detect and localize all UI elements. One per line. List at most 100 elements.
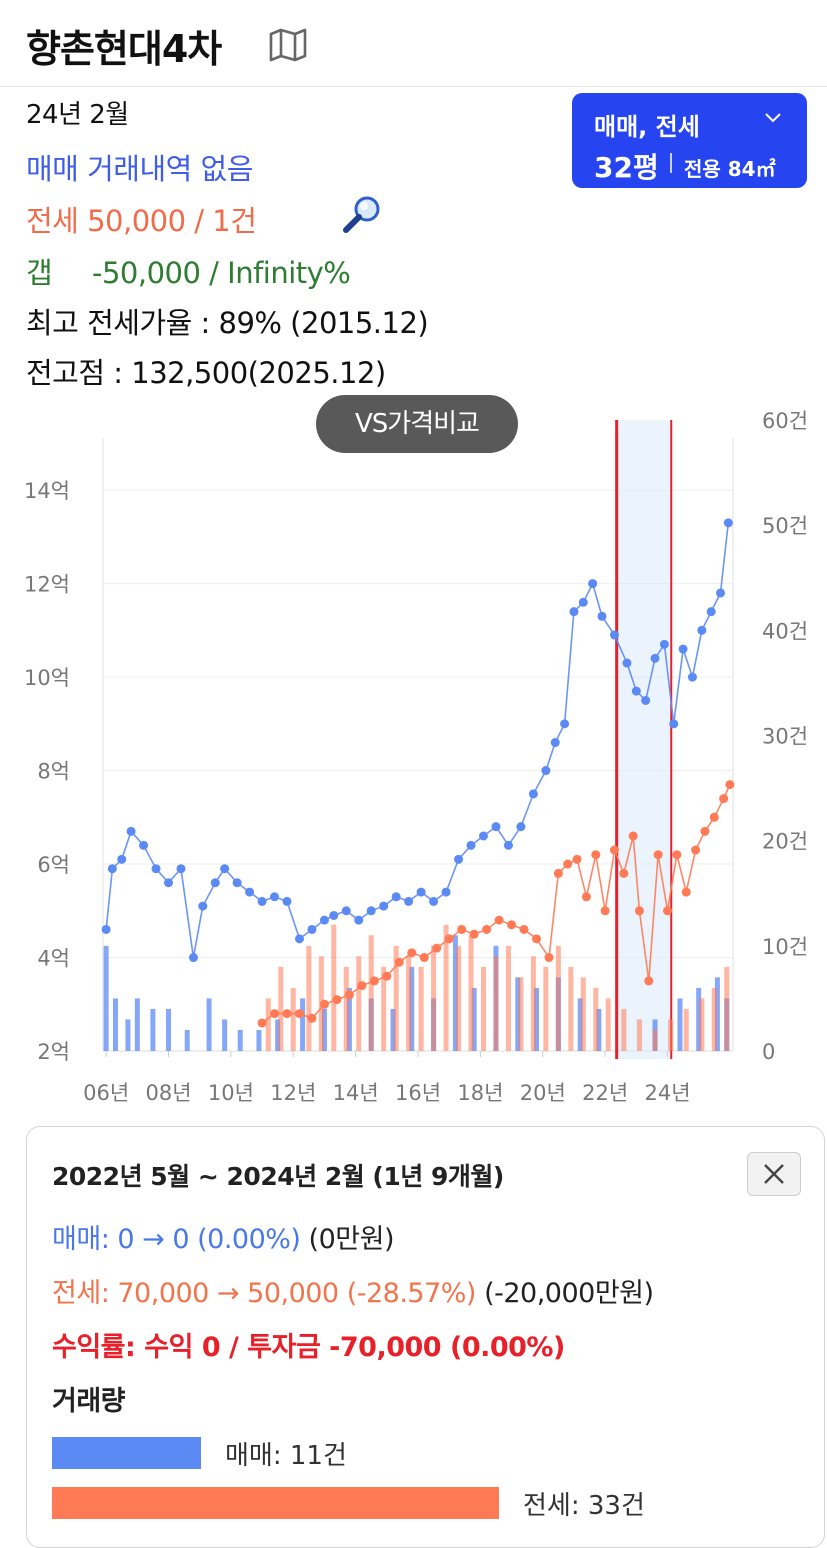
y2-tick-label: 10건 bbox=[762, 935, 808, 959]
data-point-maemae bbox=[341, 906, 351, 916]
data-point-maemae bbox=[454, 854, 464, 864]
jeonse-change-label: 전세 bbox=[52, 1278, 101, 1309]
y2-tick-label: 20건 bbox=[762, 830, 808, 854]
volume-bar-jeonse bbox=[431, 945, 437, 1051]
page-title: 향촌현대4차 bbox=[26, 27, 222, 71]
x-tick-label: 22년 bbox=[582, 1081, 628, 1105]
data-point-jeonse bbox=[681, 887, 691, 897]
data-point-jeonse bbox=[553, 868, 563, 878]
data-point-maemae bbox=[597, 611, 607, 621]
data-point-maemae bbox=[176, 864, 186, 874]
data-point-maemae bbox=[117, 854, 127, 864]
volume-bar-maemae bbox=[237, 1029, 243, 1051]
jeonse-status: 전세 50,000 / 1건 bbox=[26, 204, 257, 238]
x-tick-label: 20년 bbox=[520, 1081, 566, 1105]
x-tick-label: 12년 bbox=[270, 1081, 316, 1105]
vs-compare-button[interactable]: VS가격비교 bbox=[316, 395, 518, 453]
data-point-maemae bbox=[528, 789, 538, 799]
volume-bar-jeonse bbox=[668, 1019, 674, 1051]
data-point-maemae bbox=[560, 719, 570, 729]
data-point-jeonse bbox=[581, 892, 591, 902]
data-point-maemae bbox=[307, 924, 317, 934]
volume-bar-jeonse bbox=[683, 1008, 689, 1051]
yield-label: 수익률 bbox=[52, 1332, 126, 1363]
previous-peak: 전고점 : 132,500(2025.12) bbox=[26, 356, 386, 390]
volume-bar-jeonse bbox=[480, 966, 486, 1051]
y2-tick-label: 60건 bbox=[762, 410, 808, 433]
data-point-jeonse bbox=[482, 924, 492, 934]
data-point-maemae bbox=[107, 864, 117, 874]
data-point-jeonse bbox=[709, 812, 719, 822]
data-point-maemae bbox=[163, 878, 173, 888]
header: 향촌현대4차 bbox=[0, 0, 827, 87]
volume-bar-maemae bbox=[596, 1008, 602, 1051]
data-point-jeonse bbox=[294, 1009, 304, 1019]
volume-bar-maemae bbox=[321, 1008, 327, 1051]
y-tick-label: 6억 bbox=[37, 853, 70, 877]
volume-bar-maemae bbox=[714, 977, 720, 1051]
volume-bar-maemae bbox=[206, 998, 212, 1051]
volume-bar-jeonse bbox=[406, 956, 412, 1051]
y-tick-label: 10억 bbox=[24, 666, 70, 690]
volume-bar-maemae bbox=[112, 998, 118, 1051]
data-point-maemae bbox=[541, 766, 551, 776]
volume-bar-jeonse bbox=[393, 945, 399, 1051]
volume-bar-maemae bbox=[134, 998, 140, 1051]
volume-bar-jeonse bbox=[699, 998, 705, 1051]
volume-bar-jeonse bbox=[580, 977, 586, 1051]
maemae-status: 매매 거래내역 없음 bbox=[26, 152, 253, 186]
data-point-jeonse bbox=[653, 850, 663, 860]
data-point-jeonse bbox=[544, 953, 554, 963]
size-pyeong: 32평 bbox=[594, 151, 659, 184]
x-tick-label: 14년 bbox=[333, 1081, 379, 1105]
map-icon[interactable] bbox=[268, 28, 308, 62]
data-point-maemae bbox=[503, 840, 513, 850]
data-point-jeonse bbox=[725, 780, 735, 790]
range-title: 2022년 5월 ~ 2024년 2월 (1년 9개월) bbox=[52, 1162, 504, 1191]
jeonse-change-value: 70,000 → 50,000 (-28.57%) bbox=[117, 1278, 476, 1309]
price-chart[interactable]: 2억 4억 6억 8억 10억 12억 14억 0 10건 20건 30건 40건 50건 60건 06년 0… bbox=[0, 410, 827, 1110]
data-point-maemae bbox=[466, 840, 476, 850]
data-point-maemae bbox=[282, 896, 292, 906]
volume-bar-jeonse bbox=[443, 924, 449, 1051]
data-point-maemae bbox=[678, 644, 688, 654]
volume-bar-jeonse bbox=[265, 998, 271, 1051]
volume-bar-jeonse bbox=[381, 966, 387, 1051]
data-point-maemae bbox=[659, 639, 669, 649]
data-point-jeonse bbox=[600, 906, 610, 916]
data-point-jeonse bbox=[407, 948, 417, 958]
close-icon[interactable] bbox=[747, 1152, 801, 1196]
exclusive-area: 전용 84㎡ bbox=[684, 157, 776, 181]
magnifier-icon[interactable] bbox=[340, 194, 384, 234]
volume-bar-jeonse bbox=[636, 1019, 642, 1051]
volume-bar-maemae bbox=[677, 998, 683, 1051]
x-tick-label: 06년 bbox=[83, 1081, 129, 1105]
data-point-maemae bbox=[126, 826, 136, 836]
data-point-jeonse bbox=[357, 981, 367, 991]
data-point-jeonse bbox=[444, 934, 454, 944]
gap-value: -50,000 / Infinity% bbox=[92, 256, 351, 290]
volume-bar-jeonse bbox=[493, 956, 499, 1051]
volume-label-maemae: 매매: 11건 bbox=[225, 1441, 347, 1471]
data-point-jeonse bbox=[432, 943, 442, 953]
maemae-change-row: 매매: 0 → 0 (0.00%) (0만원) bbox=[52, 1224, 394, 1255]
deal-type-size-selector[interactable]: 매매, 전세 32평 전용 84㎡ bbox=[572, 93, 807, 188]
volume-bar-maemae bbox=[471, 987, 477, 1051]
data-point-maemae bbox=[687, 672, 697, 682]
volume-bar-maemae bbox=[577, 998, 583, 1051]
data-point-jeonse bbox=[663, 906, 673, 916]
volume-bar-jeonse bbox=[530, 956, 536, 1051]
volume-bar-jeonse bbox=[518, 977, 524, 1051]
data-point-jeonse bbox=[719, 794, 729, 804]
data-point-jeonse bbox=[257, 1018, 267, 1028]
data-point-maemae bbox=[716, 588, 726, 598]
volume-bar-maemae bbox=[222, 1019, 228, 1051]
volume-bar-jeonse bbox=[543, 966, 549, 1051]
data-point-jeonse bbox=[319, 999, 329, 1009]
data-point-jeonse bbox=[532, 934, 542, 944]
volume-bar-maemae bbox=[515, 977, 521, 1051]
selector-divider bbox=[670, 153, 672, 173]
volume-bar-maemae bbox=[150, 1008, 156, 1051]
yield-value: 수익 0 / 투자금 -70,000 (0.00%) bbox=[144, 1332, 565, 1363]
y-tick-label: 8억 bbox=[37, 760, 70, 784]
